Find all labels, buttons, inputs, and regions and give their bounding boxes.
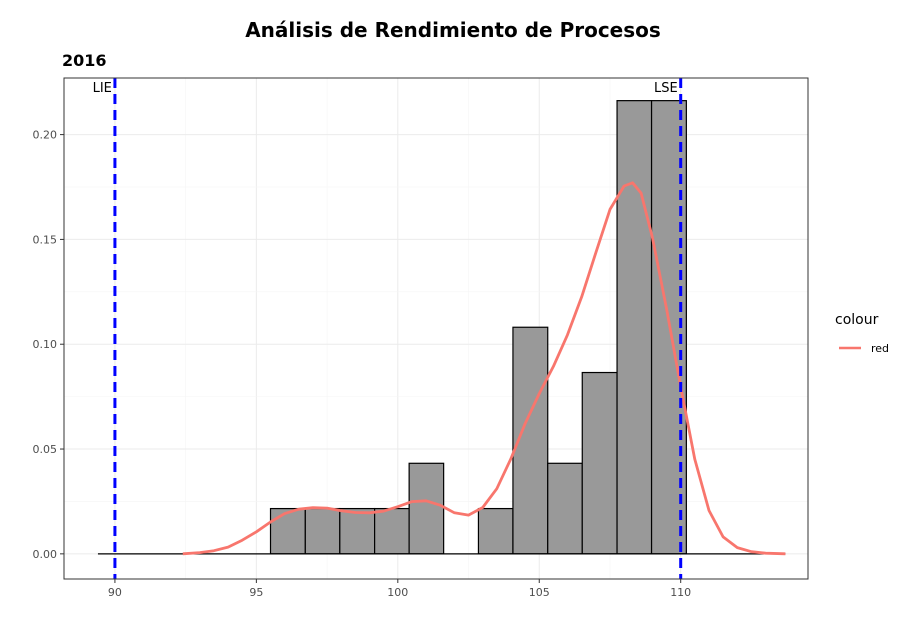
histogram-bar [581, 371, 618, 555]
y-tick-label: 0.00 [33, 548, 58, 561]
histogram-bar [408, 462, 445, 555]
chart-title: Análisis de Rendimiento de Procesos [245, 18, 661, 42]
panel-border [63, 77, 809, 580]
y-axis: 0.00 0.05 0.10 0.15 0.20 [33, 129, 64, 561]
histogram-bar [616, 100, 653, 555]
histogram-bar [374, 507, 410, 555]
histogram-bar [304, 507, 341, 555]
density-line-red [182, 181, 786, 556]
histogram-bar [339, 507, 376, 555]
y-tick-label: 0.10 [33, 338, 58, 351]
reference-lines: LIE LSE [93, 78, 683, 579]
histogram-bar [269, 507, 306, 555]
x-tick-label: 95 [249, 586, 263, 599]
x-tick-label: 110 [670, 586, 691, 599]
y-tick-label: 0.20 [33, 129, 58, 142]
density-curve [182, 181, 786, 556]
reference-label-lie: LIE [93, 81, 112, 96]
y-tick-label: 0.15 [33, 233, 58, 246]
chart-subtitle: 2016 [62, 51, 107, 70]
histogram-bar [477, 507, 514, 555]
y-tick-label: 0.05 [33, 443, 58, 456]
x-tick-label: 105 [529, 586, 550, 599]
histogram-bars [269, 100, 687, 555]
reference-label-lse: LSE [654, 81, 678, 96]
histogram-bar [547, 462, 583, 555]
x-tick-label: 100 [387, 586, 408, 599]
legend-label-red: red [871, 342, 889, 355]
legend: colour red [835, 312, 889, 355]
legend-title: colour [835, 312, 879, 328]
x-axis: 90 95 100 105 110 [108, 579, 691, 599]
x-tick-label: 90 [108, 586, 122, 599]
plot-border [63, 77, 809, 580]
